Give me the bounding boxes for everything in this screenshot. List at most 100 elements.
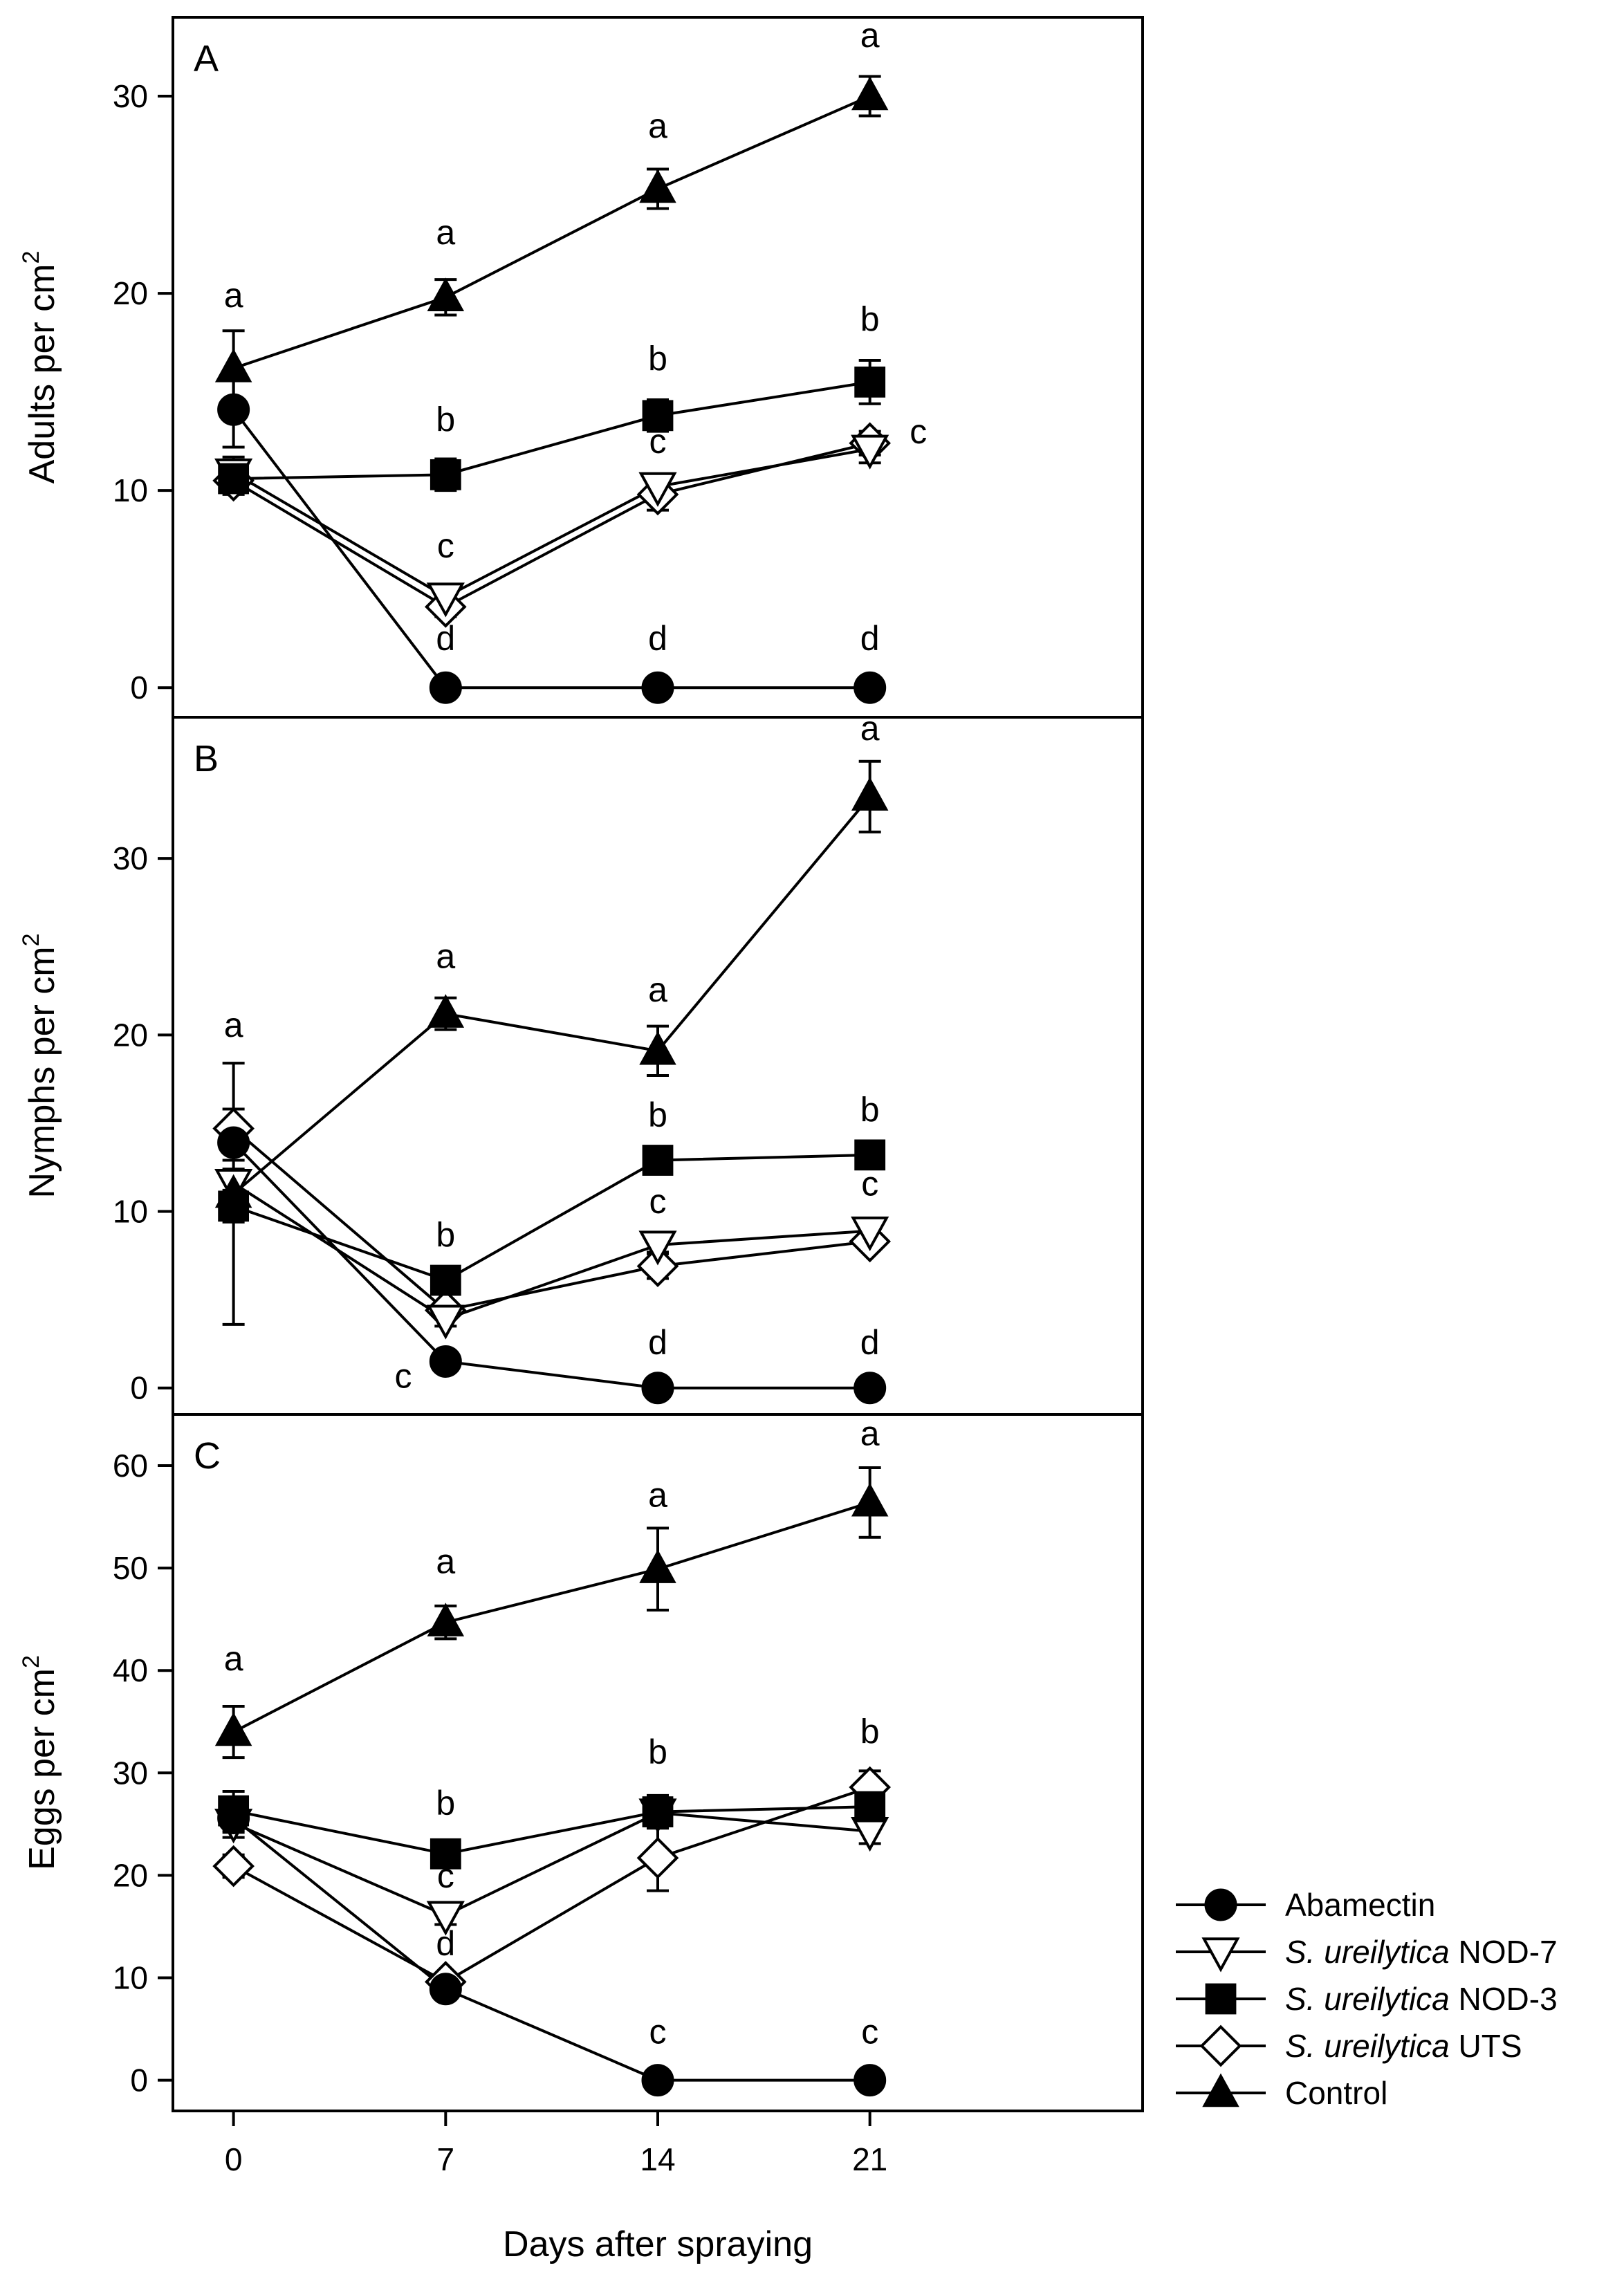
panel-c-significance-letter: b [860,1712,880,1751]
panel-b-y-axis-title-main: Nymphs per cm [22,946,62,1198]
panel-c-y-axis-title: Eggs per cm2 [18,1655,62,1870]
legend-entry-abamectin: Abamectin [1176,1887,1435,1923]
panel-b-s-ureilytica-nod-7-point [851,1216,889,1252]
panel-a-significance-letter: c [649,422,667,461]
panel-a-abamectin-point [641,671,674,704]
legend-label: S. ureilytica UTS [1285,2028,1522,2064]
panel-c-label: C [194,1435,221,1477]
legend-marker [1205,1983,1237,2015]
panel-b-control-point [214,1174,252,1208]
legend-label-species: S. ureilytica [1285,1981,1450,2017]
panel-b-s-ureilytica-nod-7-point [426,1304,465,1340]
panel-b-significance-letter: c [649,1182,667,1221]
x-tick-label: 7 [437,2141,455,2177]
panel-a-y-tick-label: 0 [130,670,148,705]
legend-label-species: S. ureilytica [1285,2028,1450,2064]
panel-c-s-ureilytica-uts-line [232,1786,871,1984]
legend-label-species: S. ureilytica [1285,1934,1450,1970]
panel-a-s-ureilytica-nod-3-line [233,380,870,481]
panel-a-s-ureilytica-nod-7-point [851,434,889,470]
panel-c-significance-letter: b [648,1733,667,1771]
panel-c-significance-letter: a [648,1475,667,1514]
panel-a-significance-letter: a [860,16,880,55]
legend-entry-control: Control [1176,2073,1387,2111]
panel-c-significance-letter: a [436,1542,455,1581]
panel-b-s-ureilytica-nod-3-point [642,1145,674,1176]
panel-a-significance-letter: d [860,619,880,658]
panel-b-significance-letter: b [436,1216,455,1255]
panel-a-s-ureilytica-uts-line [232,441,871,609]
panel-b-significance-letter: c [394,1357,412,1396]
x-tick-label: 0 [225,2141,243,2177]
panel-b-y-axis-title: Nymphs per cm2 [18,934,62,1199]
panel-b-abamectin-point [429,1345,462,1378]
panel-a-significance-letter: a [224,276,243,315]
panel-a-y-axis-title-main: Adults per cm [22,264,62,484]
panel-a-s-ureilytica-nod-3-point [854,366,886,398]
panel-a-significance-letter: b [860,299,880,338]
panel-a-significance-letters: a a a a b b b c c c d d d [224,16,928,658]
panel-a-label: A [194,38,219,80]
panel-a-y-tick-label: 20 [113,275,148,311]
panel-b-label: B [194,738,219,779]
panel-c-s-ureilytica-nod-7-point [851,1817,889,1852]
panel-c-control-point [427,1603,465,1636]
shared-x-axis: 0 7 14 21 Days after spraying [225,2111,887,2264]
panel-c-significance-letter: a [860,1414,880,1452]
panel-c-abamectin-point [641,2064,674,2097]
panel-c-y-axis-title-sup: 2 [18,1655,44,1668]
panel-c-y-tick-label: 10 [113,1959,148,1995]
panel-b-y-tick-label: 30 [113,840,148,876]
panel-c-y-tick-label: 50 [113,1550,148,1586]
panel-c-abamectin-point [217,1801,250,1834]
panel-a-s-ureilytica-nod-3-point [642,400,674,432]
legend-label-strain: Abamectin [1285,1887,1435,1923]
panel-a-y-tick-label: 10 [113,472,148,508]
panel-c-abamectin-point [853,2064,887,2097]
panel-b-significance-letter: a [224,1006,243,1044]
panel-a-significance-letter: c [910,412,927,451]
panel-b-significance-letter: c [861,1165,878,1203]
panel-c-s-ureilytica-nod-7-point [426,1901,465,1936]
panel-a-control-point [639,169,676,203]
panel-c-y-tick-label: 40 [113,1652,148,1688]
panel-c-significance-letter: c [649,2012,667,2051]
panel-c-significance-letter: c [861,2012,878,2051]
panel-a-control-line [232,95,871,370]
panel-c-control-point [214,1712,252,1746]
x-tick-label: 14 [640,2141,675,2177]
panel-b-control-line [232,795,871,1195]
panel-c-abamectin-point [429,1973,462,2006]
panel-b-abamectin-point [853,1372,887,1405]
panel-a-s-ureilytica-nod-3-point [218,463,250,495]
panel-c-s-ureilytica-uts-point [636,1836,679,1879]
panel-c-significance-letter: d [436,1924,455,1963]
panel-a-y-axis-title: Adults per cm2 [18,251,62,484]
legend-label-strain: NOD-7 [1450,1934,1558,1970]
panel-b-control-point [851,777,889,811]
panel-a-s-ureilytica-nod-7-point [638,472,677,507]
panel-a-significance-letter: b [648,339,667,378]
x-tick-label: 21 [852,2141,887,2177]
panel-a-y-ticks: 0 10 20 30 [113,78,173,705]
panel-b-control-point [427,994,465,1028]
panel-b-significance-letter: a [648,970,667,1009]
panel-a: 0 10 20 30 Adults per cm2 Aa a a a b b b c c c d d d [18,16,1144,719]
panel-a-s-ureilytica-nod-7-point [426,582,465,618]
legend-marker [1204,1888,1237,1921]
panel-b-significance-letter: b [860,1090,880,1129]
panel-c-y-tick-label: 30 [113,1755,148,1791]
legend-label-strain: NOD-3 [1450,1981,1558,2017]
panel-b-significance-letter: d [648,1323,667,1362]
panel-b-abamectin-point [217,1126,250,1159]
panel-c-significance-letter: b [436,1784,455,1823]
panel-c-y-tick-label: 60 [113,1448,148,1484]
panel-c-abamectin-line [232,1816,870,2082]
panel-b-y-ticks: 0 10 20 30 [113,840,173,1406]
